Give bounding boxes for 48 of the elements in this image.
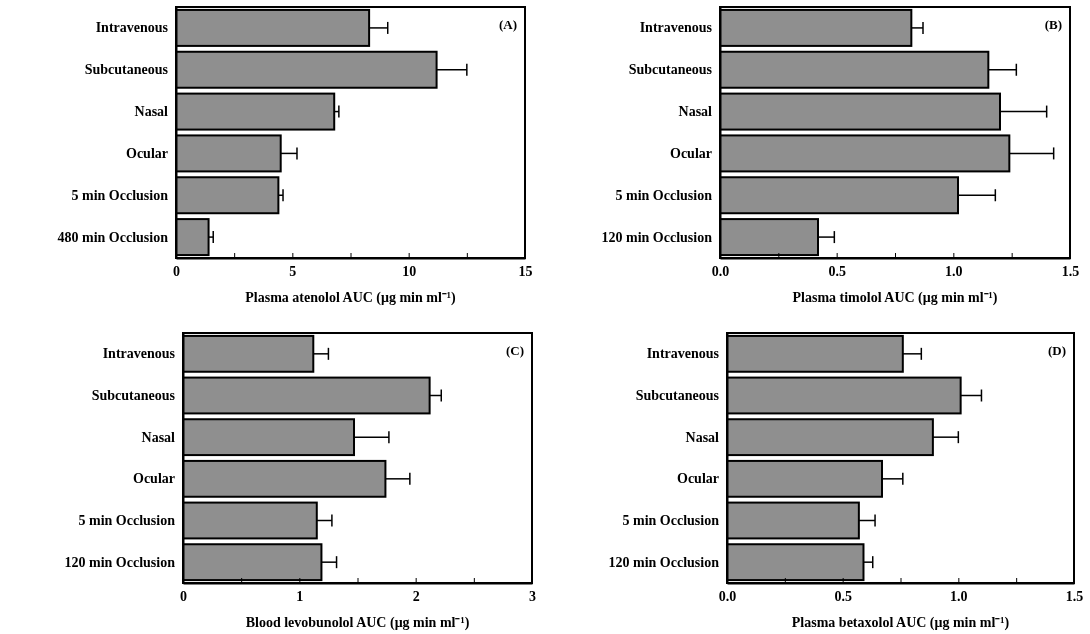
x-axis-title: Plasma timolol AUC (μg min ml⁻¹) — [792, 290, 998, 306]
y-tick-label: Nasal — [134, 104, 169, 120]
y-tick-label: Subcutaneous — [635, 387, 720, 403]
y-tick-label: 5 min Occlusion — [78, 512, 176, 528]
y-tick-label: Nasal — [685, 429, 720, 445]
x-axis-title: Blood levobunolol AUC (μg min ml⁻¹) — [245, 615, 470, 631]
y-tick-label: Ocular — [677, 471, 719, 487]
x-axis-title: Plasma atenolol AUC (μg min ml⁻¹) — [245, 290, 457, 306]
annotation: (D) — [1047, 343, 1066, 358]
x-tick-label: 1.5 — [1061, 263, 1080, 279]
y-tick-label: 5 min Occlusion — [615, 187, 713, 203]
x-tick-label: 10 — [402, 263, 417, 279]
annotation: (B) — [1044, 17, 1062, 32]
y-tick-label: Nasal — [141, 429, 176, 445]
x-tick-label: 0.5 — [834, 588, 852, 604]
y-tick-label: 120 min Occlusion — [601, 229, 713, 245]
y-tick-label: Ocular — [126, 145, 168, 161]
x-axis-title: Plasma betaxolol AUC (μg min ml⁻¹) — [791, 615, 1010, 631]
x-tick-label: 5 — [289, 263, 297, 279]
y-tick-label: Intravenous — [95, 20, 169, 36]
x-tick-label: 0.0 — [711, 263, 730, 279]
x-tick-label: 2 — [412, 588, 420, 604]
y-tick-label: Intravenous — [102, 346, 176, 362]
x-tick-label: 1.0 — [950, 588, 968, 604]
y-tick-label: Ocular — [133, 471, 175, 487]
x-tick-label: 0.0 — [718, 588, 737, 604]
y-tick-label: 5 min Occlusion — [71, 187, 169, 203]
y-tick-label: 480 min Occlusion — [57, 229, 169, 245]
x-tick-label: 0 — [180, 588, 187, 604]
x-tick-label: 1.5 — [1065, 588, 1084, 604]
y-tick-label: Ocular — [670, 145, 712, 161]
y-tick-label: 120 min Occlusion — [608, 554, 720, 570]
y-tick-label: Intravenous — [639, 20, 713, 36]
y-tick-label: Subcutaneous — [91, 387, 176, 403]
x-tick-label: 3 — [529, 588, 536, 604]
annotation: (C) — [505, 343, 524, 358]
x-tick-label: 1.0 — [945, 263, 963, 279]
y-tick-label: Subcutaneous — [84, 62, 169, 78]
x-tick-label: 0 — [173, 263, 180, 279]
y-tick-label: 120 min Occlusion — [64, 554, 176, 570]
x-tick-label: 0.5 — [828, 263, 846, 279]
y-tick-label: Nasal — [678, 104, 713, 120]
y-tick-label: Intravenous — [646, 346, 720, 362]
x-tick-label: 1 — [296, 588, 304, 604]
x-tick-label: 15 — [518, 263, 533, 279]
y-tick-label: Subcutaneous — [628, 62, 713, 78]
annotation: (A) — [498, 17, 517, 32]
y-tick-label: 5 min Occlusion — [622, 512, 720, 528]
